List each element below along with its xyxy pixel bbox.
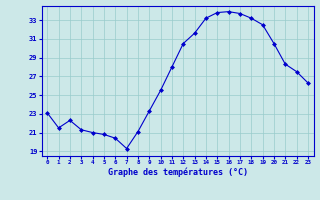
X-axis label: Graphe des températures (°C): Graphe des températures (°C)	[108, 168, 248, 177]
